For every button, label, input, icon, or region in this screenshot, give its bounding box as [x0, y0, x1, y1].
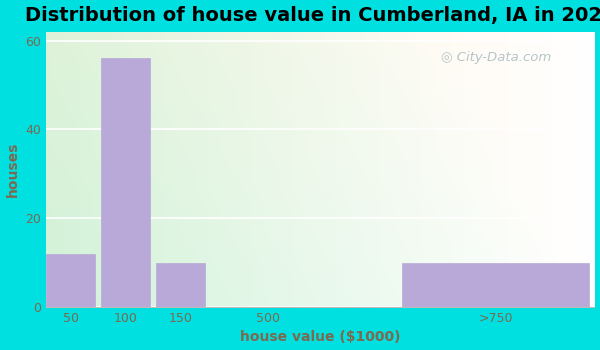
X-axis label: house value ($1000): house value ($1000) [240, 330, 400, 344]
Bar [155, 262, 205, 307]
Text: ◎ City-Data.com: ◎ City-Data.com [441, 51, 551, 64]
Bar [46, 254, 95, 307]
Title: Distribution of house value in Cumberland, IA in 2022: Distribution of house value in Cumberlan… [25, 6, 600, 25]
Bar [101, 58, 150, 307]
Bar [403, 262, 589, 307]
Y-axis label: houses: houses [5, 142, 20, 197]
